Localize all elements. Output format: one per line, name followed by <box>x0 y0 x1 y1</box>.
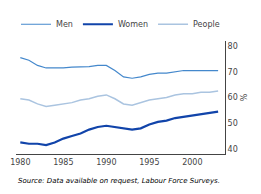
svg-text:Women: Women <box>118 20 148 29</box>
svg-text:70: 70 <box>228 68 238 77</box>
svg-text:80: 80 <box>228 42 238 51</box>
svg-text:1995: 1995 <box>139 158 159 167</box>
svg-text:60: 60 <box>228 93 238 102</box>
svg-text:50: 50 <box>228 119 238 128</box>
svg-text:Source: Data available on requ: Source: Data available on request, Labou… <box>18 177 220 185</box>
svg-text:40: 40 <box>228 145 238 154</box>
svg-text:1990: 1990 <box>96 158 116 167</box>
svg-text:1985: 1985 <box>53 158 73 167</box>
svg-text:Men: Men <box>56 20 73 29</box>
svg-text:1980: 1980 <box>10 158 30 167</box>
svg-text:People: People <box>193 20 220 29</box>
svg-text:2000: 2000 <box>182 158 202 167</box>
svg-text:%: % <box>240 93 249 101</box>
